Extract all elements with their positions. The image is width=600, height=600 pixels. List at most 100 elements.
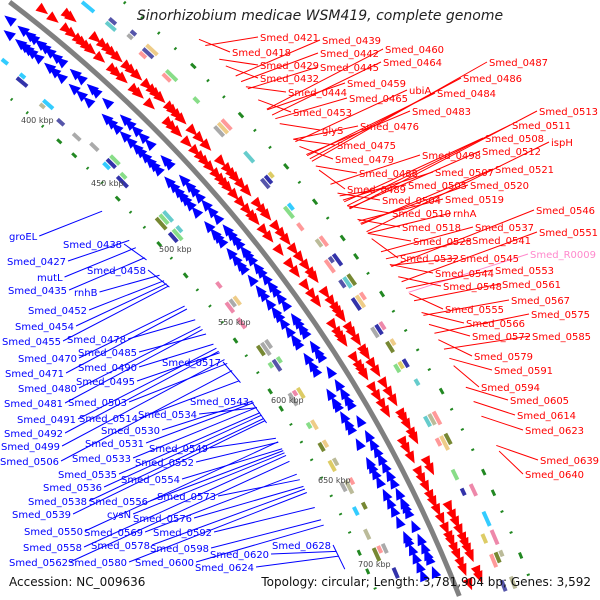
gene-label-reverse[interactable]: Smed_0538: [28, 497, 87, 508]
gene-label-forward[interactable]: Smed_0567: [511, 296, 570, 307]
gene-label-forward[interactable]: Smed_0591: [494, 366, 553, 377]
gene-label-reverse[interactable]: cysN: [107, 510, 131, 521]
gene-label-forward[interactable]: Smed_0623: [525, 426, 584, 437]
gene-label-reverse[interactable]: Smed_0490: [78, 363, 137, 374]
gene-label-reverse[interactable]: Smed_0592: [153, 528, 212, 539]
gene-label-reverse[interactable]: Smed_0600: [135, 558, 194, 569]
gene-label-forward[interactable]: rnhA: [453, 209, 477, 220]
gene-label-reverse[interactable]: Smed_0578: [91, 541, 150, 552]
gene-label-forward[interactable]: Smed_0507: [435, 168, 494, 179]
gene-label-reverse[interactable]: Smed_0558: [23, 543, 82, 554]
gene-label-reverse[interactable]: Smed_0556: [89, 497, 148, 508]
gene-label-reverse[interactable]: Smed_0580: [68, 558, 127, 569]
gene-label-reverse[interactable]: mutL: [37, 273, 63, 284]
gene-label-forward[interactable]: Smed_0518: [402, 223, 461, 234]
gene-label-forward[interactable]: Smed_0439: [322, 36, 381, 47]
gene-label-reverse[interactable]: Smed_0506: [0, 457, 59, 468]
gene-label-forward[interactable]: Smed_0484: [437, 89, 496, 100]
gene-label-reverse[interactable]: Smed_0536: [43, 483, 102, 494]
gene-label-forward[interactable]: Smed_0510: [392, 209, 451, 220]
gene-label-reverse[interactable]: Smed_0458: [87, 266, 146, 277]
gene-label-reverse[interactable]: Smed_0491: [17, 415, 76, 426]
gene-label-forward[interactable]: Smed_0460: [385, 45, 444, 56]
gene-label-forward[interactable]: Smed_0511: [512, 121, 571, 132]
gene-label-reverse[interactable]: Smed_0552: [135, 458, 194, 469]
gene-label-forward[interactable]: ispH: [551, 138, 573, 149]
gene-label-reverse[interactable]: Smed_0535: [58, 470, 117, 481]
gene-label-forward[interactable]: Smed_0465: [349, 94, 408, 105]
gene-label-forward[interactable]: Smed_0528: [413, 237, 472, 248]
gene-label-reverse[interactable]: Smed_0628: [272, 541, 331, 552]
gene-label-forward[interactable]: Smed_0513: [539, 107, 598, 118]
gene-label-reverse[interactable]: Smed_0454: [15, 322, 74, 333]
gene-label-forward[interactable]: Smed_0486: [463, 74, 522, 85]
gene-label-forward[interactable]: Smed_0498: [422, 151, 481, 162]
gene-label-forward[interactable]: Smed_0541: [472, 236, 531, 247]
gene-label-reverse[interactable]: Smed_0576: [133, 514, 192, 525]
gene-label-forward[interactable]: Smed_0553: [495, 266, 554, 277]
gene-label-reverse[interactable]: Smed_0533: [72, 454, 131, 465]
gene-label-reverse[interactable]: Smed_0620: [210, 550, 269, 561]
gene-label-reverse[interactable]: Smed_0531: [85, 439, 144, 450]
gene-label-forward[interactable]: Smed_0487: [489, 58, 548, 69]
gene-label-forward[interactable]: Smed_0519: [445, 195, 504, 206]
gene-label-reverse[interactable]: Smed_0573: [157, 492, 216, 503]
gene-label-forward[interactable]: ubiA: [409, 86, 431, 97]
gene-label-reverse[interactable]: Smed_0554: [121, 475, 180, 486]
gene-label-forward[interactable]: Smed_0520: [470, 181, 529, 192]
gene-label-forward[interactable]: Smed_0459: [347, 79, 406, 90]
gene-label-reverse[interactable]: Smed_0481: [4, 399, 63, 410]
gene-label-reverse[interactable]: Smed_0530: [101, 426, 160, 437]
gene-label-reverse[interactable]: Smed_0550: [24, 527, 83, 538]
gene-label-forward[interactable]: Smed_0594: [481, 383, 540, 394]
gene-label-reverse[interactable]: Smed_0543: [190, 397, 249, 408]
gene-label-forward[interactable]: Smed_0605: [510, 396, 569, 407]
gene-label-reverse[interactable]: Smed_0435: [8, 286, 67, 297]
gene-label-forward[interactable]: Smed_0545: [460, 254, 519, 265]
gene-label-forward[interactable]: Smed_0512: [482, 147, 541, 158]
gene-label-forward[interactable]: Smed_0561: [502, 280, 561, 291]
gene-label-forward[interactable]: Smed_0532: [400, 254, 459, 265]
gene-label-reverse[interactable]: Smed_0427: [7, 257, 66, 268]
gene-label-forward[interactable]: Smed_0504: [382, 196, 441, 207]
gene-label-forward[interactable]: Smed_0579: [474, 352, 533, 363]
gene-label-forward[interactable]: Smed_0489: [347, 185, 406, 196]
gene-label-reverse[interactable]: Smed_0470: [18, 354, 77, 365]
gene-label-forward[interactable]: Smed_0479: [335, 155, 394, 166]
gene-label-reverse[interactable]: Smed_0598: [150, 544, 209, 555]
gene-label-reverse[interactable]: Smed_0471: [5, 369, 64, 380]
gene-label-reverse[interactable]: Smed_0455: [2, 337, 61, 348]
gene-label-reverse[interactable]: Smed_0438: [63, 240, 122, 251]
gene-label-forward[interactable]: Smed_0429: [260, 61, 319, 72]
gene-label-forward[interactable]: Smed_0464: [383, 58, 442, 69]
gene-label-forward[interactable]: Smed_0505: [408, 181, 467, 192]
gene-label-forward[interactable]: Smed_0508: [485, 134, 544, 145]
gene-label-forward[interactable]: Smed_0453: [293, 108, 352, 119]
gene-label-forward[interactable]: Smed_0575: [531, 310, 590, 321]
gene-label-reverse[interactable]: Smed_0514: [79, 414, 138, 425]
gene-label-forward[interactable]: glyS: [322, 126, 343, 137]
gene-label-forward[interactable]: Smed_0442: [320, 49, 379, 60]
gene-label-forward[interactable]: Smed_0566: [466, 319, 525, 330]
gene-label-forward[interactable]: Smed_0421: [260, 33, 319, 44]
gene-label-reverse[interactable]: Smed_0549: [149, 444, 208, 455]
gene-label-forward[interactable]: Smed_R0009: [530, 250, 596, 261]
gene-label-reverse[interactable]: Smed_0569: [84, 528, 143, 539]
gene-label-reverse[interactable]: Smed_0492: [4, 429, 63, 440]
gene-label-reverse[interactable]: Smed_0503: [68, 398, 127, 409]
gene-label-reverse[interactable]: Smed_0624: [195, 563, 254, 574]
gene-label-forward[interactable]: Smed_0639: [540, 456, 599, 467]
gene-label-forward[interactable]: Smed_0483: [412, 107, 471, 118]
gene-label-reverse[interactable]: groEL: [9, 232, 38, 243]
gene-label-reverse[interactable]: Smed_0534: [138, 410, 197, 421]
gene-label-forward[interactable]: Smed_0475: [337, 141, 396, 152]
gene-label-reverse[interactable]: Smed_0539: [12, 510, 71, 521]
gene-label-reverse[interactable]: Smed_0495: [76, 377, 135, 388]
gene-label-forward[interactable]: Smed_0444: [288, 88, 347, 99]
gene-label-reverse[interactable]: Smed_0517: [162, 358, 221, 369]
gene-label-forward[interactable]: Smed_0432: [260, 74, 319, 85]
gene-label-forward[interactable]: Smed_0572: [472, 332, 531, 343]
gene-label-reverse[interactable]: Smed_0478: [67, 335, 126, 346]
gene-label-reverse[interactable]: Smed_0562: [9, 558, 68, 569]
gene-label-forward[interactable]: Smed_0537: [475, 223, 534, 234]
